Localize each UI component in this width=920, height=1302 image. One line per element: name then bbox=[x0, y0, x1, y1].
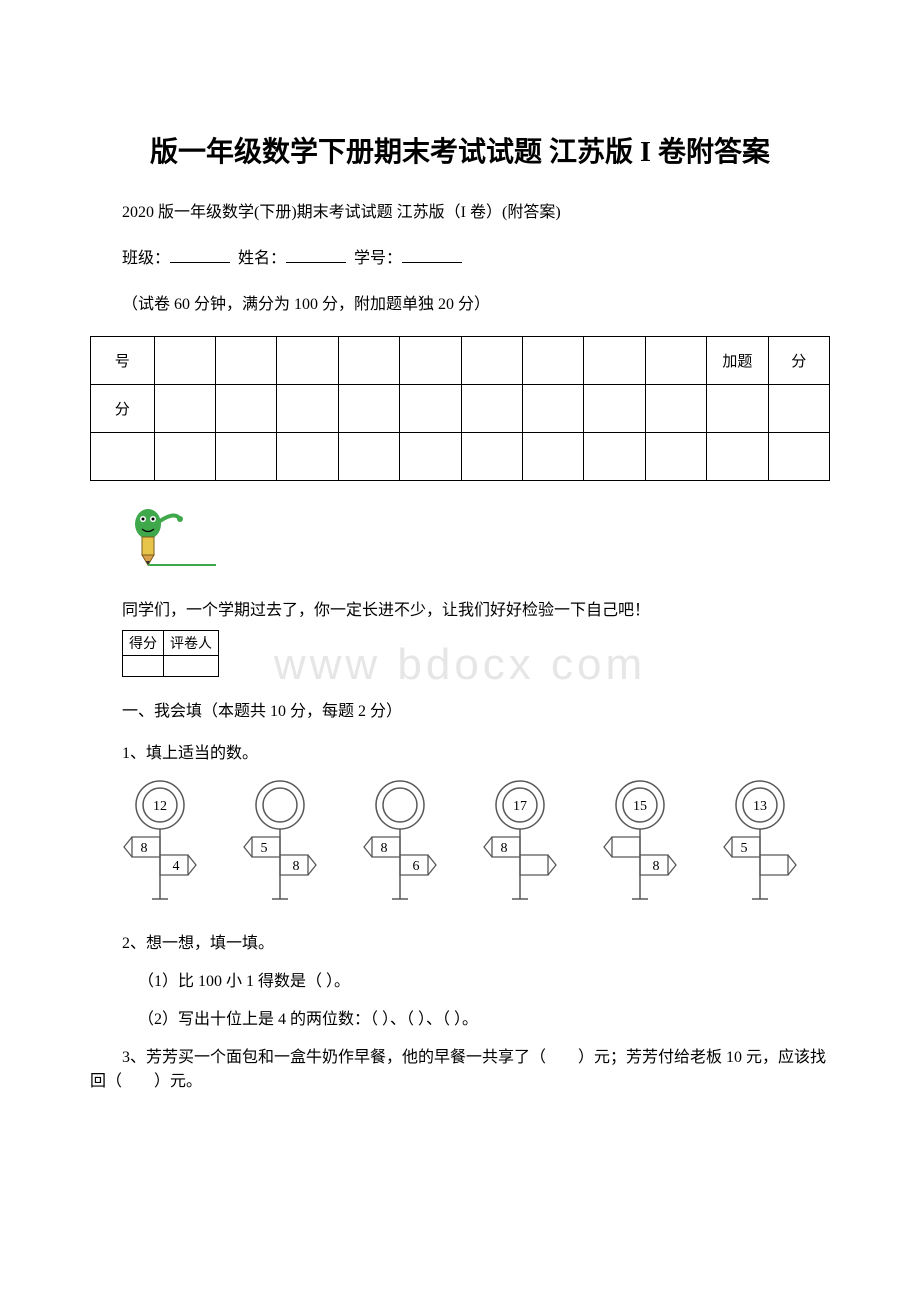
cell bbox=[584, 337, 645, 385]
subtitle-text: 2020 版一年级数学(下册)期末考试试题 江苏版（I 卷）(附答案) bbox=[90, 198, 830, 222]
page-title: 版一年级数学下册期末考试试题 江苏版 I 卷附答案 bbox=[90, 130, 830, 170]
cell[interactable] bbox=[338, 385, 399, 433]
cell bbox=[338, 337, 399, 385]
cell[interactable] bbox=[154, 385, 215, 433]
watermark-text: www bdocx com bbox=[274, 640, 646, 690]
lollipop-icon: 17 8 bbox=[470, 777, 570, 907]
cell[interactable] bbox=[277, 433, 338, 481]
cell bbox=[645, 337, 706, 385]
cell bbox=[154, 337, 215, 385]
cell: 分 bbox=[768, 337, 829, 385]
svg-text:13: 13 bbox=[753, 799, 767, 814]
svg-text:4: 4 bbox=[173, 859, 180, 874]
cell[interactable] bbox=[645, 433, 706, 481]
name-blank[interactable] bbox=[286, 247, 346, 263]
cell[interactable] bbox=[522, 433, 583, 481]
cell[interactable] bbox=[584, 433, 645, 481]
svg-text:17: 17 bbox=[513, 799, 527, 814]
question-2: 2、想一想，填一填。 bbox=[90, 929, 830, 953]
cell[interactable] bbox=[154, 433, 215, 481]
cell[interactable] bbox=[707, 433, 768, 481]
cell[interactable] bbox=[768, 433, 829, 481]
svg-text:15: 15 bbox=[633, 799, 647, 814]
cell[interactable] bbox=[768, 385, 829, 433]
lollipop-icon: 12 8 4 bbox=[110, 777, 210, 907]
cell: 号 bbox=[91, 337, 155, 385]
cell: 得分 bbox=[123, 631, 164, 656]
svg-text:6: 6 bbox=[413, 859, 420, 874]
id-blank[interactable] bbox=[402, 247, 462, 263]
duration-text: （试卷 60 分钟，满分为 100 分，附加题单独 20 分） bbox=[90, 290, 830, 314]
encourage-text: 同学们，一个学期过去了，你一定长进不少，让我们好好检验一下自己吧！ bbox=[90, 596, 830, 620]
id-label: 学号： bbox=[354, 250, 402, 267]
svg-text:12: 12 bbox=[153, 799, 167, 814]
svg-text:8: 8 bbox=[141, 841, 148, 856]
cell[interactable] bbox=[400, 433, 461, 481]
table-row: 分 bbox=[91, 385, 830, 433]
table-row: 号 加题 分 bbox=[91, 337, 830, 385]
cell[interactable] bbox=[215, 385, 276, 433]
section-heading: 一、我会填（本题共 10 分，每题 2 分） bbox=[90, 697, 830, 721]
cell[interactable] bbox=[164, 656, 219, 677]
score-table: 号 加题 分 分 bbox=[90, 336, 830, 481]
svg-text:5: 5 bbox=[261, 841, 268, 856]
pencil-icon bbox=[120, 499, 830, 574]
lollipop-icon: 58 bbox=[230, 777, 330, 907]
cell: 评卷人 bbox=[164, 631, 219, 656]
cell: 加题 bbox=[707, 337, 768, 385]
svg-text:8: 8 bbox=[293, 859, 300, 874]
cell[interactable] bbox=[277, 385, 338, 433]
question-3: 3、芳芳买一个面包和一盒牛奶作早餐，他的早餐一共享了（ ）元；芳芳付给老板 10… bbox=[90, 1043, 830, 1091]
cell[interactable] bbox=[461, 433, 522, 481]
cell bbox=[461, 337, 522, 385]
cell[interactable] bbox=[707, 385, 768, 433]
svg-text:8: 8 bbox=[653, 859, 660, 874]
name-label: 姓名： bbox=[238, 250, 286, 267]
cell[interactable] bbox=[584, 385, 645, 433]
class-blank[interactable] bbox=[170, 247, 230, 263]
table-row bbox=[91, 433, 830, 481]
svg-text:8: 8 bbox=[501, 841, 508, 856]
svg-text:5: 5 bbox=[741, 841, 748, 856]
cell bbox=[522, 337, 583, 385]
cell[interactable] bbox=[400, 385, 461, 433]
cell bbox=[91, 433, 155, 481]
svg-text:8: 8 bbox=[381, 841, 388, 856]
cell[interactable] bbox=[123, 656, 164, 677]
cell bbox=[277, 337, 338, 385]
student-info-line: 班级： 姓名： 学号： bbox=[90, 244, 830, 268]
cell[interactable] bbox=[522, 385, 583, 433]
lollipop-row: 12845886178158135 bbox=[110, 777, 810, 907]
grader-table: 得分评卷人 bbox=[122, 630, 219, 677]
lollipop-icon: 13 5 bbox=[710, 777, 810, 907]
lollipop-icon: 15 8 bbox=[590, 777, 690, 907]
question-2-1: （1）比 100 小 1 得数是（ ）。 bbox=[90, 967, 830, 991]
cell bbox=[400, 337, 461, 385]
cell[interactable] bbox=[645, 385, 706, 433]
question-1: 1、填上适当的数。 bbox=[90, 739, 830, 763]
cell[interactable] bbox=[338, 433, 399, 481]
cell: 分 bbox=[91, 385, 155, 433]
question-2-2: （2）写出十位上是 4 的两位数：（ ）、（ ）、（ ）。 bbox=[90, 1005, 830, 1029]
cell[interactable] bbox=[215, 433, 276, 481]
cell[interactable] bbox=[461, 385, 522, 433]
cell bbox=[215, 337, 276, 385]
class-label: 班级： bbox=[122, 250, 170, 267]
lollipop-icon: 86 bbox=[350, 777, 450, 907]
